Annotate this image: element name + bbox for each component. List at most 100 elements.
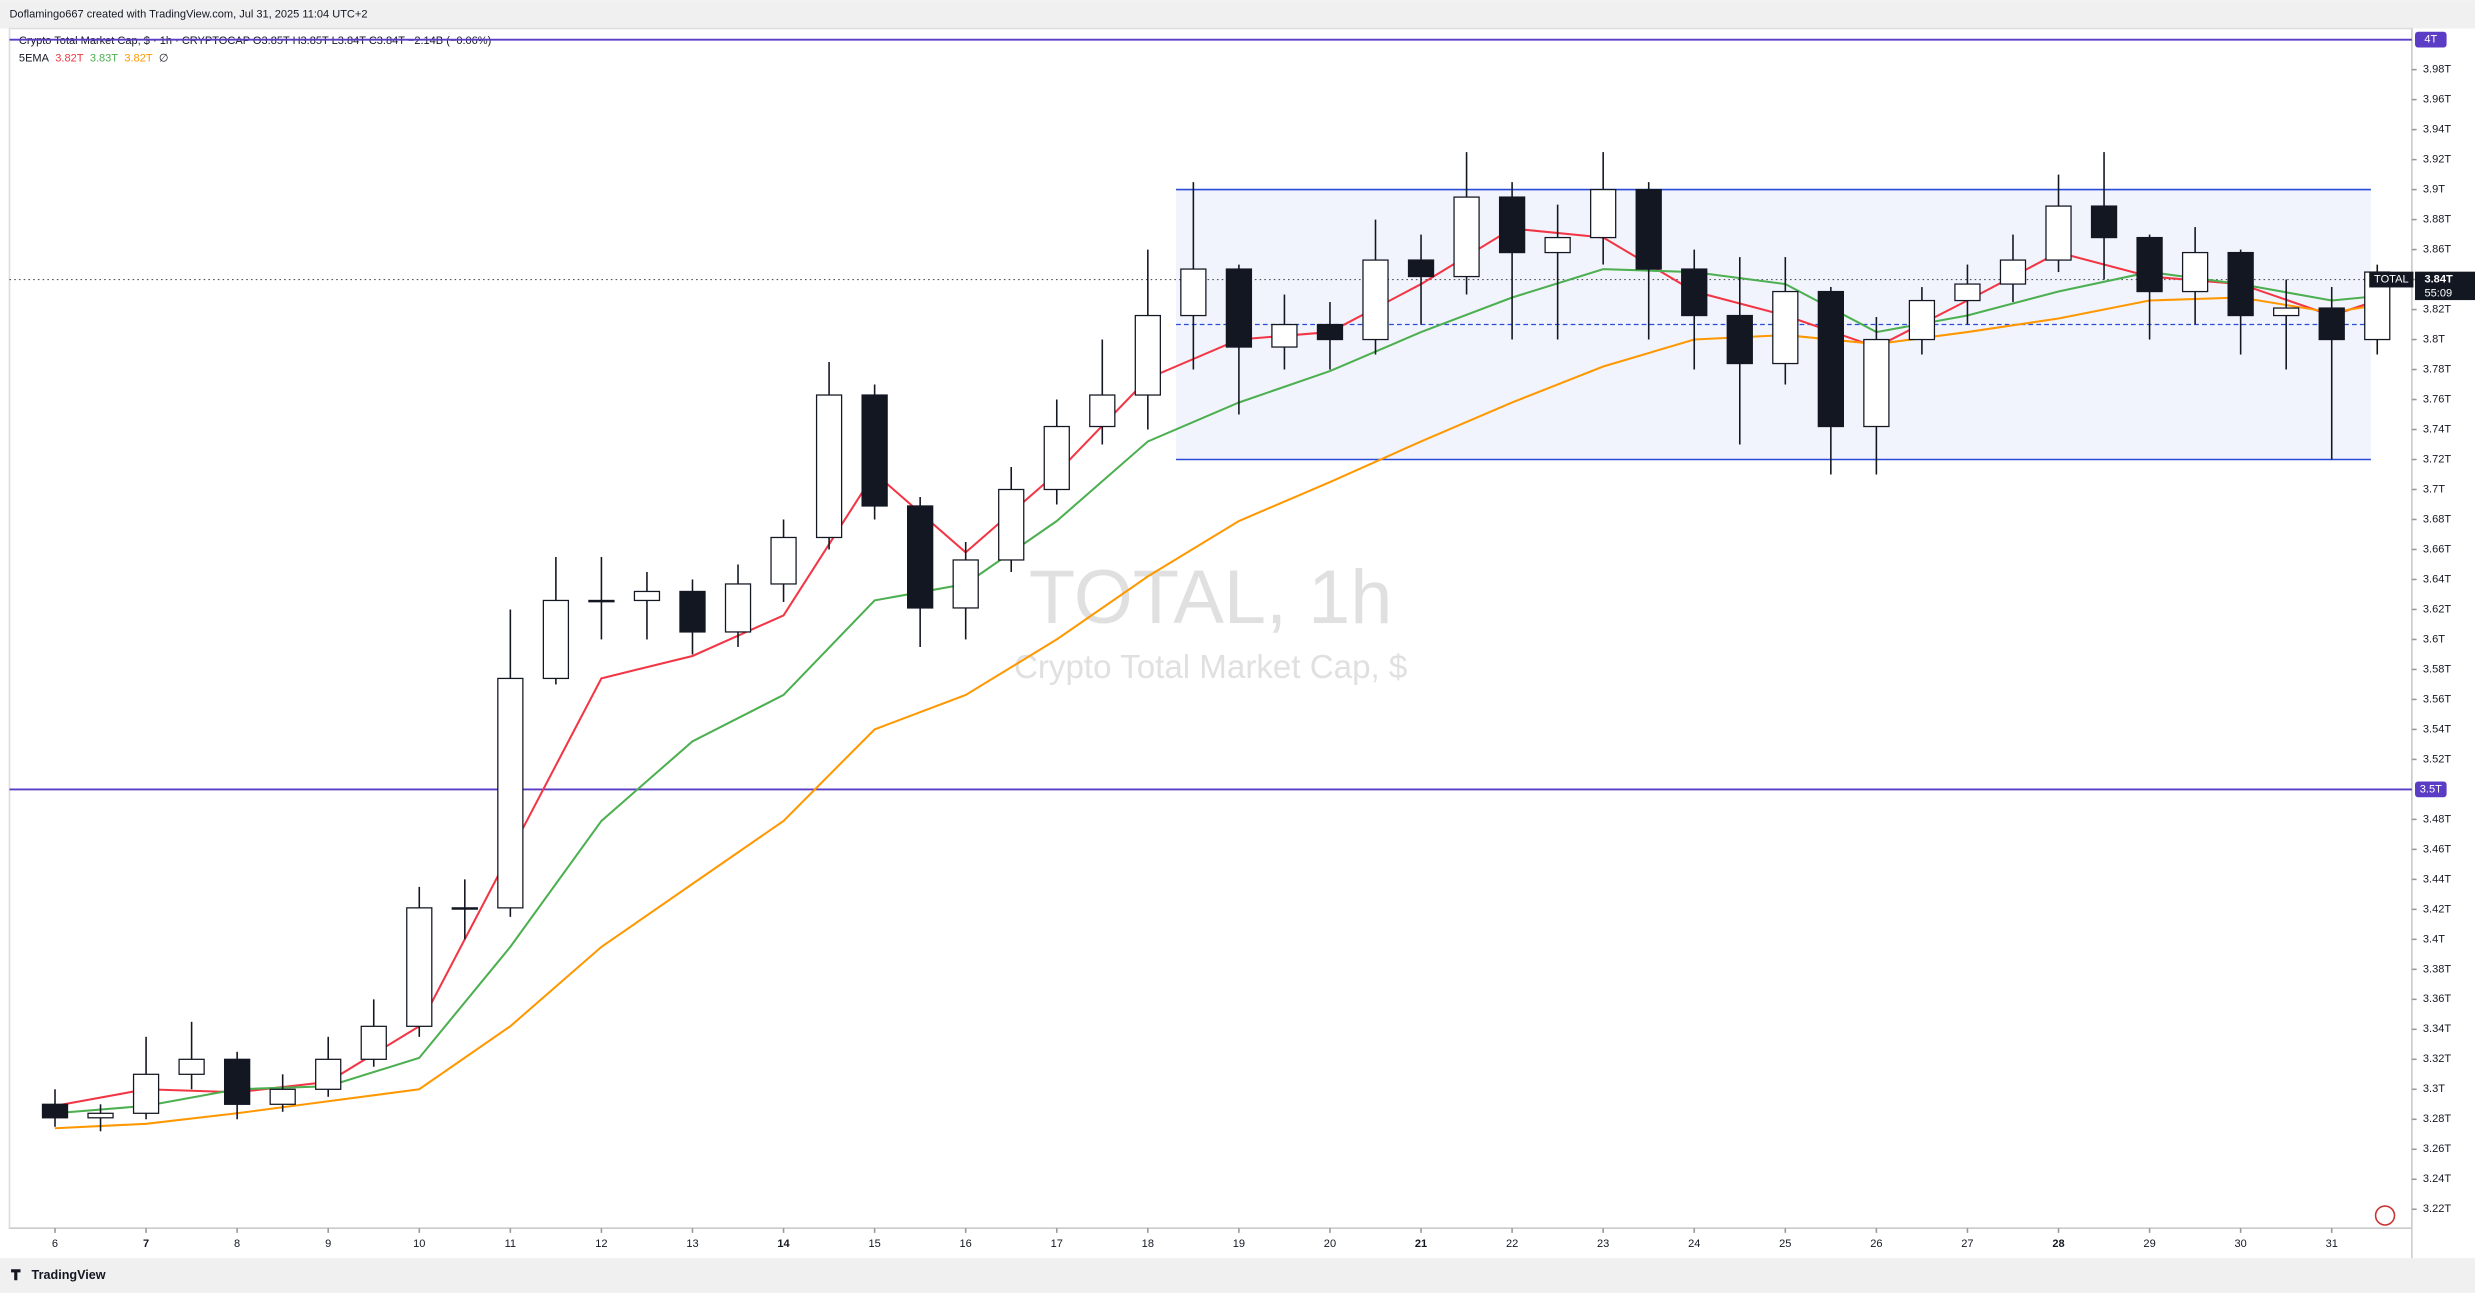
y-tick-label: 3.42T [2423,903,2451,915]
candle-body [1817,290,1844,428]
y-tick-label: 3.24T [2423,1173,2451,1185]
symbol-line: Crypto Total Market Cap, $ · 1h · CRYPTO… [19,35,491,47]
candle-body [315,1058,342,1090]
level-label: 4T [2424,34,2437,46]
y-tick-label: 3.28T [2423,1113,2451,1125]
y-tick-label: 3.98T [2423,64,2451,76]
candle-body [1180,268,1207,317]
y-tick-label: 3.36T [2423,993,2451,1005]
y-tick-label: 3.54T [2423,723,2451,735]
y-tick-label: 3.94T [2423,124,2451,136]
candle-body [2090,205,2118,239]
candle-body [1498,196,1526,254]
indicator-legend: 5EMA 3.82T 3.83T 3.82T ∅ [19,52,169,64]
x-tick-label: 9 [325,1238,331,1250]
candle-body [770,536,797,585]
x-tick-label: 16 [960,1238,972,1250]
indicator-symbol: ∅ [159,52,169,64]
level-badge [2415,781,2447,798]
y-tick-label: 3.68T [2423,513,2451,525]
candle-body [1043,425,1070,491]
candle-body [360,1025,387,1060]
x-tick-label: 27 [1961,1238,1973,1250]
y-tick-label: 3.56T [2423,693,2451,705]
top-bar [0,0,2475,29]
x-tick-label: 14 [777,1238,790,1250]
x-tick-label: 8 [234,1238,240,1250]
x-tick-label: 7 [143,1238,149,1250]
candle-body [588,599,615,603]
y-tick-label: 3.7T [2423,483,2445,495]
candle-body [815,394,843,539]
y-tick-label: 3.8T [2423,333,2445,345]
candle-body [2045,205,2072,261]
price-countdown: 55:09 [2424,288,2452,300]
x-tick-label: 20 [1324,1238,1336,1250]
y-tick-label: 3.82T [2423,303,2451,315]
candle-body [861,394,888,507]
y-tick-label: 3.76T [2423,393,2451,405]
candle-body [1954,283,1981,302]
y-tick-label: 3.9T [2423,184,2445,196]
y-tick-label: 3.3T [2423,1083,2445,1095]
y-tick-label: 3.66T [2423,543,2451,555]
candle-body [1681,268,1708,317]
candle-body [724,583,752,633]
candle-body [1999,259,2027,285]
footer-brand: TradingView [32,1268,106,1282]
x-tick-label: 17 [1051,1238,1063,1250]
x-tick-label: 22 [1506,1238,1518,1250]
y-tick-label: 3.86T [2423,243,2451,255]
y-tick-label: 3.52T [2423,753,2451,765]
candle-body [907,505,934,609]
y-tick-label: 3.48T [2423,813,2451,825]
tv-logo [11,1269,21,1281]
y-tick-label: 3.96T [2423,94,2451,106]
candle-body [1453,196,1480,278]
candle-body [1362,259,1389,341]
candle-body [1225,268,1253,348]
candle-body [1316,323,1344,341]
candle-body [998,488,1025,561]
y-tick-label: 3.26T [2423,1143,2451,1155]
y-tick-label: 3.72T [2423,453,2451,465]
candle-body [1772,290,1799,365]
y-tick-label: 3.88T [2423,214,2451,226]
x-tick-label: 18 [1142,1238,1154,1250]
x-tick-label: 11 [505,1238,516,1250]
candle-body [1089,394,1116,428]
x-tick-label: 25 [1779,1238,1791,1250]
candle-body [1726,314,1753,365]
y-tick-label: 3.6T [2423,633,2445,645]
flag-icon[interactable] [2374,1205,2396,1226]
x-tick-label: 6 [52,1238,58,1250]
y-tick-label: 3.34T [2423,1023,2451,1035]
candle-body [952,559,979,609]
candle-body [1407,259,1435,278]
indicator-name: 5EMA [19,52,50,64]
candle-body [41,1103,69,1119]
x-tick-label: 12 [595,1238,607,1250]
candle-body [679,590,706,633]
price-value: 3.84T [2424,273,2452,285]
ema-line [54,296,2378,1130]
candle-body [1635,188,1662,270]
x-tick-label: 13 [686,1238,698,1250]
candle-body [542,599,570,680]
x-tick-label: 10 [413,1238,425,1250]
symbol-badge [2369,271,2414,288]
x-tick-label: 19 [1233,1238,1245,1250]
x-tick-label: 23 [1597,1238,1609,1250]
candle-body [497,677,524,909]
y-tick-label: 3.22T [2423,1203,2451,1215]
level-badge [2415,31,2447,48]
candle-body [633,590,661,602]
candle-body [1863,338,1890,428]
candle-body [223,1058,251,1105]
x-tick-label: 24 [1688,1238,1700,1250]
candle-body [1908,299,1936,341]
indicator-value: 3.82T [55,52,83,64]
indicator-value: 3.82T [124,52,152,64]
y-tick-label: 3.58T [2423,663,2451,675]
